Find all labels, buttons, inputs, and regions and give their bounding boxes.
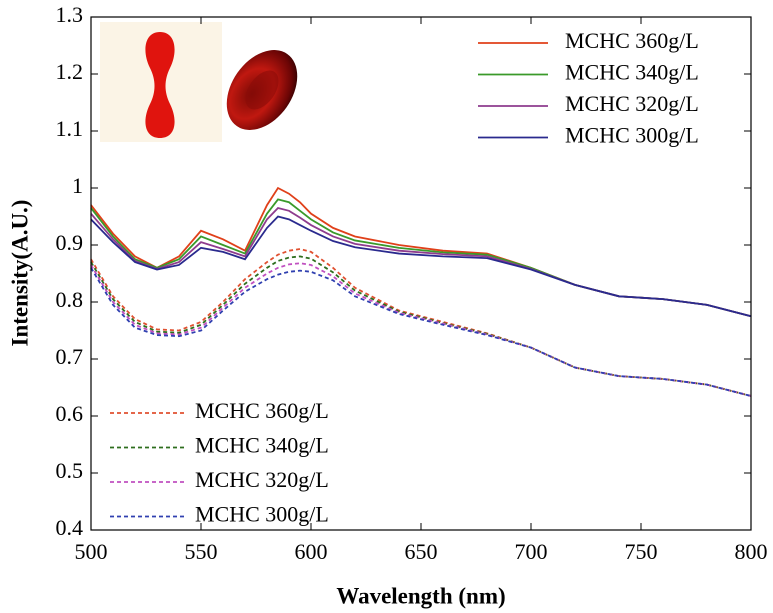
x-axis-title: Wavelength (nm) bbox=[336, 583, 505, 608]
legend-label: MCHC 300g/L bbox=[565, 123, 699, 148]
x-tick-label: 550 bbox=[185, 539, 218, 564]
rbc-side-view bbox=[145, 32, 175, 138]
x-tick-label: 750 bbox=[625, 539, 658, 564]
y-axis-title: Intensity(A.U.) bbox=[7, 200, 32, 347]
y-tick-label: 0.4 bbox=[56, 515, 84, 540]
series-line bbox=[90, 262, 752, 397]
y-tick-label: 1 bbox=[72, 173, 83, 198]
y-tick-label: 0.9 bbox=[56, 230, 84, 255]
legend-label: MCHC 360g/L bbox=[195, 398, 329, 423]
legend-label: MCHC 320g/L bbox=[195, 467, 329, 492]
legend-label: MCHC 340g/L bbox=[195, 433, 329, 458]
rbc-disk bbox=[226, 50, 298, 130]
y-tick-label: 0.7 bbox=[56, 344, 84, 369]
y-tick-label: 0.6 bbox=[56, 401, 84, 426]
y-tick-label: 1.1 bbox=[56, 116, 84, 141]
legend-label: MCHC 340g/L bbox=[565, 60, 699, 85]
series-line bbox=[90, 248, 752, 397]
legend-label: MCHC 320g/L bbox=[565, 91, 699, 116]
legend-label: MCHC 300g/L bbox=[195, 502, 329, 527]
series-line bbox=[90, 255, 752, 397]
series-line bbox=[90, 267, 752, 397]
y-tick-label: 0.5 bbox=[56, 458, 84, 483]
x-tick-label: 650 bbox=[405, 539, 438, 564]
inset-images bbox=[100, 22, 298, 142]
series-line bbox=[90, 215, 752, 318]
x-tick-label: 600 bbox=[295, 539, 328, 564]
x-tick-label: 700 bbox=[515, 539, 548, 564]
y-tick-label: 1.2 bbox=[56, 59, 84, 84]
x-tick-label: 800 bbox=[735, 539, 768, 564]
series-line bbox=[90, 206, 752, 318]
y-tick-label: 0.8 bbox=[56, 287, 84, 312]
legend-label: MCHC 360g/L bbox=[565, 28, 699, 53]
x-tick-label: 500 bbox=[75, 539, 108, 564]
plot-frame bbox=[90, 16, 752, 531]
y-tick-label: 1.3 bbox=[56, 2, 84, 27]
